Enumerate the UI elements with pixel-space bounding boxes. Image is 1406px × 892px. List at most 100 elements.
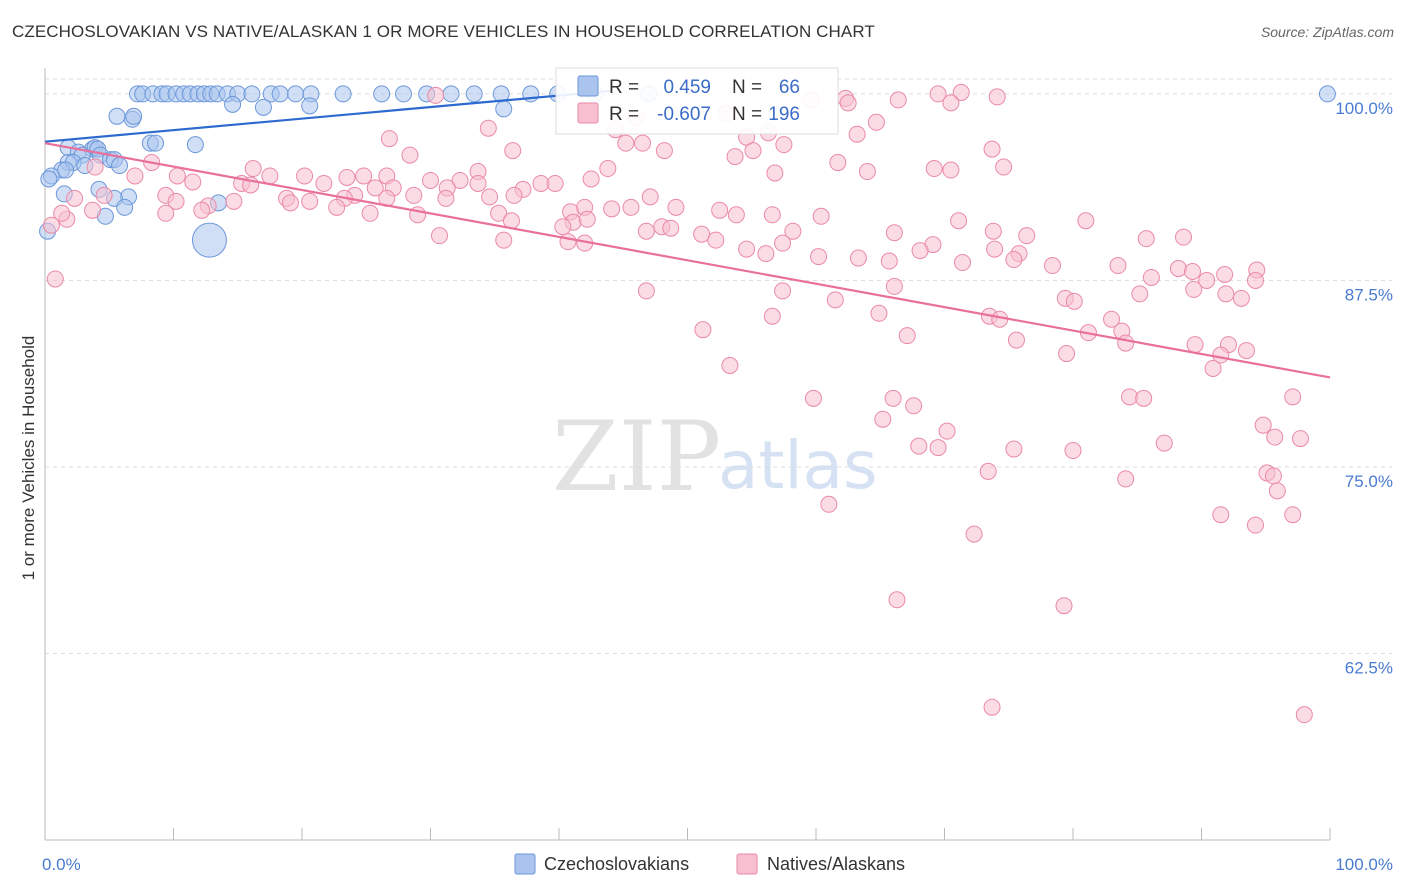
data-point: [637, 282, 655, 300]
data-point: [168, 167, 186, 185]
data-point: [662, 219, 680, 237]
data-point: [1058, 345, 1076, 363]
bottom-legend-swatch-native: [736, 853, 758, 875]
data-point: [1142, 268, 1160, 286]
data-point: [1254, 416, 1272, 434]
data-point: [301, 97, 319, 115]
data-point: [1284, 506, 1302, 524]
data-point: [1131, 285, 1149, 303]
data-point: [910, 437, 928, 455]
legend-n-value-2: 196: [768, 104, 800, 125]
data-point: [641, 188, 659, 206]
data-point: [1135, 389, 1153, 407]
data-point: [167, 192, 185, 210]
data-point: [1237, 342, 1255, 360]
data-point: [366, 179, 384, 197]
data-point: [504, 142, 522, 160]
data-point: [884, 389, 902, 407]
data-point: [938, 422, 956, 440]
data-point: [42, 216, 60, 234]
bottom-legend-czech: Czechoslovakians: [544, 854, 689, 874]
legend-n-value-1: 66: [779, 77, 800, 98]
data-point: [1064, 442, 1082, 460]
data-point: [1175, 228, 1193, 246]
data-point: [839, 94, 857, 112]
data-point: [694, 321, 712, 339]
data-point: [979, 462, 997, 480]
data-point: [766, 164, 784, 182]
data-point: [405, 186, 423, 204]
data-point: [898, 327, 916, 345]
data-point: [373, 85, 391, 103]
y-tick-label: 100.0%: [1335, 99, 1393, 118]
data-point: [315, 174, 333, 192]
data-point: [599, 160, 617, 178]
y-axis-label: 1 or more Vehicles in Household: [19, 336, 38, 581]
data-point: [1169, 260, 1187, 278]
data-point: [726, 148, 744, 166]
legend-r-value-2: -0.607: [657, 104, 711, 125]
x-tick-max: 100.0%: [1335, 855, 1393, 874]
data-point: [952, 83, 970, 101]
data-point: [707, 231, 725, 249]
data-point: [858, 163, 876, 181]
source-label: Source: ZipAtlas.com: [1260, 24, 1394, 40]
watermark-atlas: atlas: [718, 427, 878, 504]
y-tick-label: 87.5%: [1345, 285, 1393, 304]
data-point: [1198, 271, 1216, 289]
data-point: [1077, 212, 1095, 230]
data-point: [1103, 310, 1121, 328]
axes: [44, 68, 1331, 841]
data-point: [328, 198, 346, 216]
legend-box-bg: [555, 67, 839, 135]
data-point: [655, 142, 673, 160]
data-point: [810, 248, 828, 266]
data-point: [888, 591, 906, 609]
data-point: [874, 410, 892, 428]
x-tick-min: 0.0%: [42, 855, 81, 874]
data-point: [1055, 597, 1073, 615]
bottom-legend-native: Natives/Alaskans: [767, 854, 905, 874]
data-point: [338, 168, 356, 186]
trend-lines: [44, 89, 1331, 379]
data-point: [925, 160, 943, 178]
bottom-legend-swatch-czech: [514, 853, 536, 875]
data-point: [244, 160, 262, 178]
data-point: [988, 88, 1006, 106]
data-point: [380, 130, 398, 148]
chart-title: CZECHOSLOVAKIAN VS NATIVE/ALASKAN 1 OR M…: [12, 22, 875, 41]
data-point: [125, 107, 143, 125]
data-point: [243, 85, 261, 103]
data-point: [225, 192, 243, 210]
data-point: [667, 198, 685, 216]
data-point: [984, 222, 1002, 240]
legend-r-label-1: R =: [609, 77, 639, 98]
data-point: [693, 225, 711, 243]
data-point: [422, 171, 439, 189]
data-point: [1117, 334, 1135, 352]
data-point: [401, 146, 419, 164]
data-point: [1005, 440, 1023, 458]
data-point: [1204, 359, 1222, 377]
data-point: [1318, 85, 1336, 103]
data-point: [774, 234, 792, 252]
data-point: [193, 201, 211, 219]
data-point: [1246, 271, 1264, 289]
data-point: [465, 85, 483, 103]
data-point: [1043, 257, 1061, 275]
data-point: [603, 200, 621, 218]
data-point: [1284, 388, 1302, 406]
data-point: [191, 222, 227, 258]
data-point: [1007, 331, 1025, 349]
data-point: [1186, 336, 1204, 354]
data-point: [744, 142, 762, 160]
data-point: [1117, 470, 1135, 488]
data-point: [738, 240, 756, 258]
data-point: [804, 389, 822, 407]
data-point: [617, 134, 635, 152]
data-point: [66, 189, 84, 207]
data-point: [469, 174, 487, 192]
data-point: [950, 212, 968, 230]
data-point: [554, 218, 572, 236]
data-point: [301, 192, 319, 210]
